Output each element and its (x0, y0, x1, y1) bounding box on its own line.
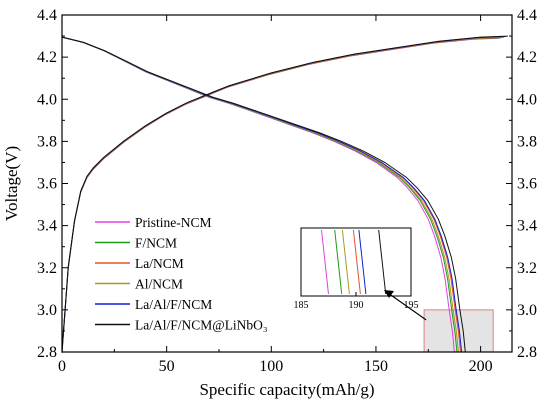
y-tick-label: 4.4 (37, 7, 57, 24)
inset-curve-series-4 (341, 229, 350, 295)
y-axis-title: Voltage(V) (2, 146, 21, 221)
plot-frame (61, 14, 513, 353)
x-tick-label: 0 (58, 358, 66, 375)
y-tick-label-right: 4.4 (517, 7, 537, 24)
y-tick-label-right: 3.6 (517, 176, 537, 193)
discharge-curve-series-6 (61, 36, 466, 353)
y-tick-label: 2.8 (37, 344, 57, 361)
y-tick-label: 3.6 (37, 176, 57, 193)
y-tick-label-right: 3.4 (517, 218, 537, 235)
y-tick-label: 3.8 (37, 133, 57, 150)
inset-tick-label: 195 (404, 300, 419, 311)
inset-curve-series-3 (352, 229, 361, 295)
y-tick-label-right: 4.0 (517, 91, 537, 108)
y-tick-label-right: 3.0 (517, 302, 537, 319)
legend-label: La/NCM (135, 256, 184, 271)
inset-curve-series-6 (378, 229, 387, 295)
legend-label: La/Al/F/NCM@LiNbO₃ (135, 318, 268, 333)
legend-label: F/NCM (135, 236, 177, 251)
x-tick-label: 200 (469, 358, 493, 375)
inset-tick-label: 190 (349, 300, 364, 311)
y-tick-label: 4.2 (37, 49, 57, 66)
charge-curve-series-3 (61, 36, 504, 353)
y-tick-label: 3.0 (37, 302, 57, 319)
y-tick-label: 4.0 (37, 91, 57, 108)
x-tick-label: 150 (364, 358, 388, 375)
charge-curve-series-1 (61, 37, 500, 354)
y-tick-label: 3.2 (37, 260, 57, 277)
legend-label: Al/NCM (135, 277, 183, 292)
legend-label: Pristine-NCM (135, 215, 212, 230)
inset-curve-series-2 (334, 229, 343, 295)
inset-curve-series-1 (321, 229, 329, 295)
charge-curve-series-2 (61, 37, 502, 353)
inset-tick-label: 185 (294, 300, 309, 311)
y-tick-label-right: 3.2 (517, 260, 537, 277)
zoom-inset (300, 227, 412, 297)
x-tick-label: 50 (159, 358, 175, 375)
zoom-arrowhead (384, 290, 394, 298)
y-tick-label-right: 2.8 (517, 344, 537, 361)
legend-label: La/Al/F/NCM (135, 297, 212, 312)
x-axis-title: Specific capacity(mAh/g) (199, 380, 374, 399)
inset-curve-series-5 (358, 229, 367, 295)
y-tick-label: 3.4 (37, 218, 57, 235)
x-tick-label: 100 (259, 358, 283, 375)
y-tick-label-right: 3.8 (517, 133, 537, 150)
y-tick-label-right: 4.2 (517, 49, 537, 66)
charge-curve-series-6 (61, 35, 508, 351)
zoom-arrow (387, 292, 427, 321)
